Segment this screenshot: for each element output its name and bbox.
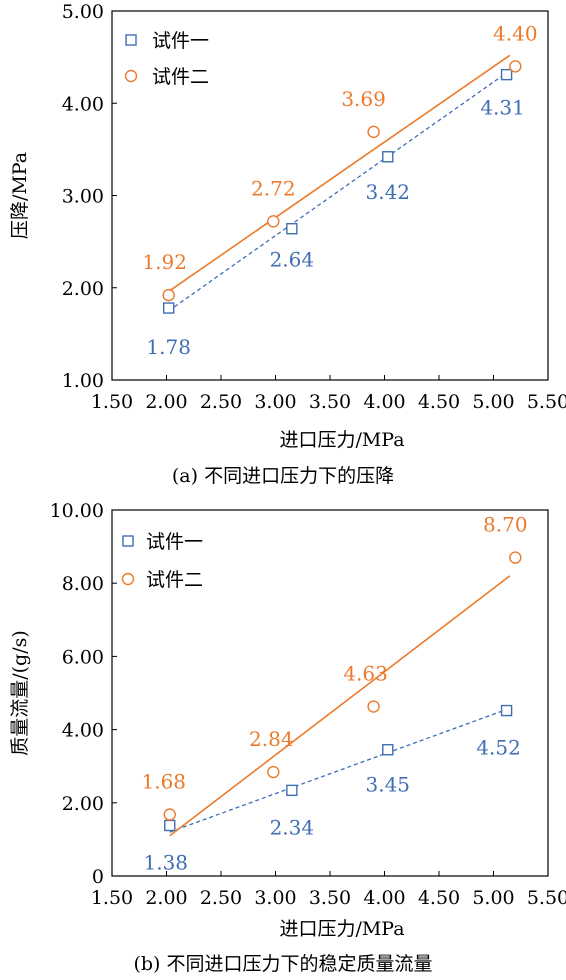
data-point-circle: [267, 215, 280, 228]
chart-pressure-drop: 1.50 2.00 2.50 3.00 3.50 4.00 4.50 5.00 5.50 1.00…: [9, 1, 566, 487]
x-tick-label: 2.50: [200, 391, 242, 413]
x-tick-label: 5.50: [527, 887, 566, 909]
x-tick-label: 2.50: [200, 887, 242, 909]
x-tick-label: 1.50: [91, 887, 133, 909]
x-axis-label: 进口压力/MPa: [279, 429, 404, 451]
y-axis-label: 压降/MPa: [9, 152, 31, 239]
legend-label: 试件一: [152, 30, 209, 52]
x-tick-label: 3.50: [309, 391, 351, 413]
x-tick-label: 5.00: [472, 887, 514, 909]
data-point-square: [286, 223, 298, 235]
data-point-circle: [367, 700, 380, 713]
x-tick-label: 5.00: [472, 391, 514, 413]
data-point-circle: [509, 60, 522, 73]
x-axis-label: 进口压力/MPa: [279, 918, 404, 940]
legend-marker-square: [122, 535, 134, 547]
legend-label: 试件二: [152, 66, 209, 88]
x-tick-label: 5.50: [527, 391, 566, 413]
data-label: 1.78: [146, 335, 191, 359]
data-label: 4.52: [476, 736, 521, 760]
data-label: 2.84: [249, 727, 294, 751]
data-point-square: [162, 302, 175, 314]
y-tick-label: 1.00: [62, 370, 104, 392]
x-tick-label: 4.50: [418, 391, 460, 413]
data-point-circle: [509, 551, 522, 564]
chart-caption: (a) 不同进口压力下的压降: [172, 465, 394, 487]
fit-line-specimen-1: [168, 72, 507, 312]
y-tick-label: 4.00: [62, 720, 104, 742]
data-point-square: [286, 784, 298, 797]
x-tick-label: 3.50: [309, 887, 351, 909]
data-point-circle: [367, 125, 380, 139]
chart-caption: (b) 不同进口压力下的稳定质量流量: [133, 953, 432, 975]
data-point-circle: [163, 808, 176, 821]
x-tick-label: 2.00: [145, 887, 187, 909]
x-tick-label: 1.50: [91, 391, 133, 413]
y-tick-label: 6.00: [62, 646, 104, 668]
fit-line-specimen-1: [169, 708, 507, 833]
legend-marker-circle: [124, 69, 138, 83]
data-label: 4.63: [343, 662, 388, 686]
y-tick-label: 2.00: [62, 793, 104, 815]
fit-line-specimen-2: [168, 54, 511, 293]
legend-marker-circle: [121, 572, 135, 586]
data-point-square: [500, 704, 513, 717]
data-label: 4.31: [480, 96, 525, 120]
legend-label: 试件一: [146, 531, 203, 553]
fit-line-specimen-2: [169, 575, 511, 837]
data-point-square: [500, 68, 513, 81]
y-tick-label: 3.00: [62, 186, 104, 208]
legend-marker-square: [125, 34, 137, 46]
data-label: 4.40: [493, 21, 538, 45]
y-tick-label: 8.00: [62, 573, 104, 595]
y-tick-label: 5.00: [62, 1, 104, 23]
data-point-square: [382, 744, 394, 756]
x-tick-label: 4.00: [363, 887, 405, 909]
data-label: 3.69: [341, 87, 386, 111]
data-label: 2.34: [270, 815, 315, 839]
chart-mass-flow: 1.50 2.00 2.50 3.00 3.50 4.00 4.50 5.00 5.50 0 2.0…: [9, 500, 566, 975]
data-label: 3.45: [366, 773, 411, 797]
data-label: 3.42: [366, 180, 411, 204]
data-point-square: [164, 819, 176, 832]
x-tick-label: 4.00: [363, 391, 405, 413]
x-tick-label: 4.50: [418, 887, 460, 909]
data-label: 1.68: [142, 770, 187, 794]
data-point-circle: [162, 288, 175, 302]
legend-label: 试件二: [146, 569, 203, 591]
x-tick-label: 2.00: [145, 391, 187, 413]
plot-frame: [111, 509, 549, 877]
data-label: 1.38: [144, 850, 189, 874]
y-tick-label: 0: [92, 866, 104, 888]
x-tick-label: 3.00: [254, 887, 296, 909]
data-label: 1.92: [142, 250, 187, 274]
data-label: 8.70: [483, 513, 528, 537]
y-axis-label: 质量流量/(g/s): [9, 630, 31, 756]
y-tick-label: 10.00: [50, 500, 104, 522]
x-tick-label: 3.00: [254, 391, 296, 413]
y-tick-label: 2.00: [62, 278, 104, 300]
data-label: 2.72: [251, 176, 296, 200]
data-point-circle: [267, 765, 280, 779]
y-tick-label: 4.00: [62, 93, 104, 115]
data-point-square: [382, 151, 394, 163]
data-label: 2.64: [270, 248, 315, 272]
